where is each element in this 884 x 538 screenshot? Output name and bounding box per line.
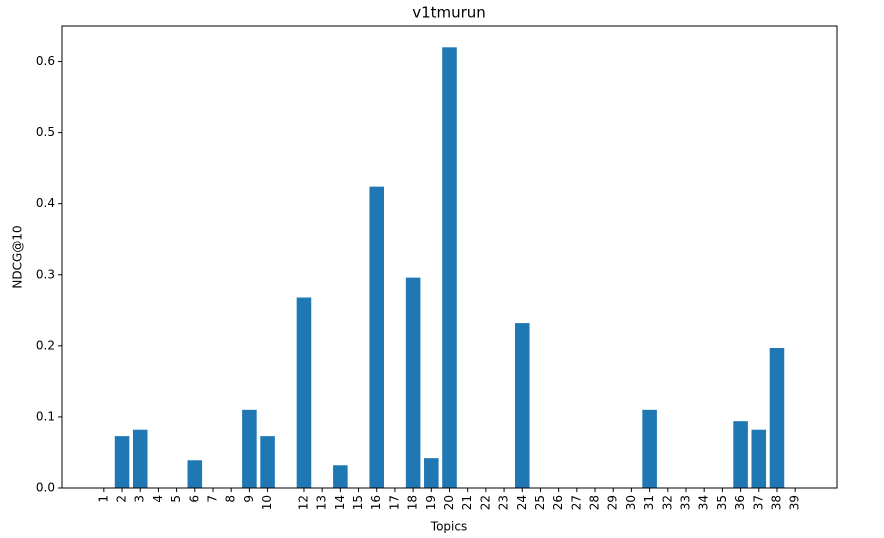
x-tick-label: 33 — [679, 495, 693, 510]
x-tick-label: 8 — [224, 495, 238, 503]
y-tick-label: 0.6 — [36, 54, 55, 68]
x-tick-label: 17 — [387, 495, 401, 510]
x-tick-label: 23 — [497, 495, 511, 510]
x-tick-label: 21 — [460, 495, 474, 510]
x-tick-label: 39 — [788, 495, 802, 510]
bar — [132, 429, 148, 488]
x-tick-label: 3 — [133, 495, 147, 503]
bar — [242, 409, 257, 488]
x-tick-label: 5 — [169, 495, 183, 503]
bar — [733, 421, 748, 488]
bar — [442, 47, 457, 488]
x-tick-label: 9 — [242, 495, 256, 503]
bar — [114, 436, 130, 488]
bar — [187, 460, 203, 488]
x-tick-label: 36 — [733, 495, 747, 510]
x-tick-label: 2 — [115, 495, 129, 503]
x-tick-label: 10 — [260, 495, 274, 510]
x-tick-label: 4 — [151, 495, 165, 503]
bar — [369, 186, 385, 488]
bar — [514, 323, 530, 488]
bar — [296, 297, 312, 488]
bar — [405, 277, 421, 488]
x-tick-label: 32 — [660, 495, 674, 510]
x-tick-label: 12 — [296, 495, 310, 510]
x-tick-label: 15 — [351, 495, 365, 510]
x-tick-label: 24 — [515, 495, 529, 510]
x-tick-label: 18 — [406, 495, 420, 510]
x-axis-label: Topics — [430, 520, 467, 534]
bar — [260, 436, 275, 488]
x-tick-label: 29 — [606, 495, 620, 510]
x-tick-label: 37 — [751, 495, 765, 510]
y-tick-label: 0.4 — [36, 196, 55, 210]
plot-frame — [61, 25, 838, 489]
x-tick-label: 22 — [478, 495, 492, 510]
x-tick-label: 13 — [315, 495, 329, 510]
x-tick-label: 34 — [697, 495, 711, 510]
bar — [769, 347, 785, 488]
x-tick-label: 20 — [442, 495, 456, 510]
x-tick-label: 30 — [624, 495, 638, 510]
x-tick-label: 35 — [715, 495, 729, 510]
x-tick-label: 19 — [424, 495, 438, 510]
chart-title: v1tmurun — [412, 4, 486, 22]
x-tick-label: 25 — [533, 495, 547, 510]
bar — [424, 458, 439, 488]
x-tick-label: 38 — [769, 495, 783, 510]
x-tick-label: 31 — [642, 495, 656, 510]
x-tick-label: 6 — [187, 495, 201, 503]
x-tick-label: 28 — [588, 495, 602, 510]
y-tick-label: 0.3 — [36, 267, 55, 281]
bar — [333, 465, 348, 488]
x-tick-label: 27 — [569, 495, 583, 510]
y-tick-label: 0.1 — [36, 409, 55, 423]
y-tick-label: 0.2 — [36, 338, 55, 352]
x-tick-label: 26 — [551, 495, 565, 510]
bar — [751, 429, 767, 488]
x-tick-label: 14 — [333, 495, 347, 510]
y-axis-label: NDCG@10 — [11, 225, 25, 288]
x-tick-label: 7 — [205, 495, 219, 503]
y-tick-label: 0.5 — [36, 125, 55, 139]
y-tick-label: 0.0 — [36, 481, 55, 495]
x-tick-label: 16 — [369, 495, 383, 510]
bar — [642, 409, 657, 488]
x-tick-label: 1 — [96, 495, 110, 503]
